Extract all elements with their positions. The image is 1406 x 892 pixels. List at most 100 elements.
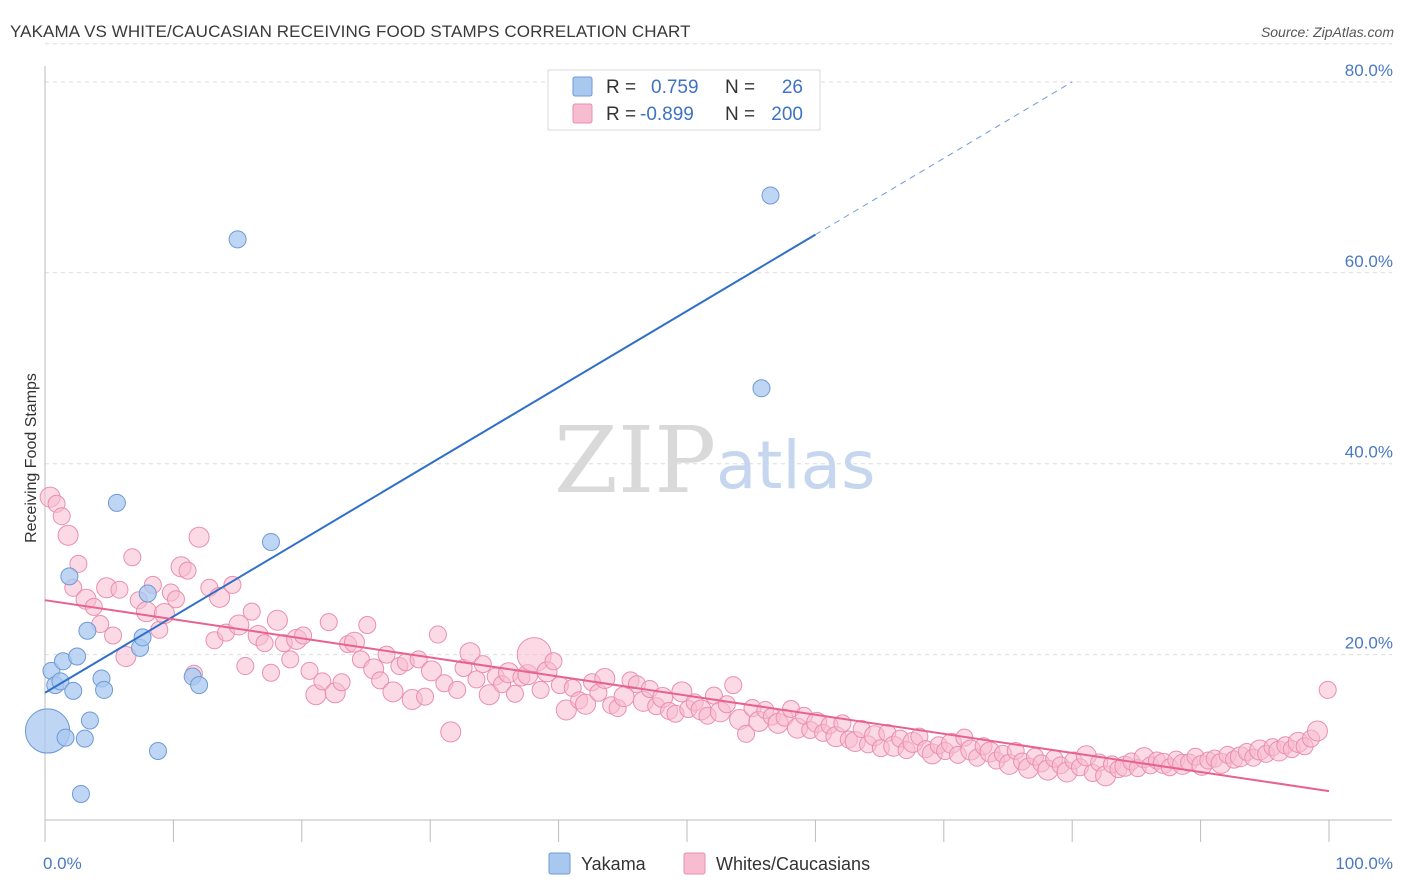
- whites-point-67: [467, 670, 486, 689]
- bottom-legend-label-whites: Whites/Caucasians: [716, 854, 870, 874]
- whites-point-5: [69, 554, 88, 573]
- yakama-point-18: [138, 584, 157, 603]
- legend-r-value-whites: -0.899: [640, 104, 694, 125]
- whites-point-36: [266, 609, 288, 631]
- whites-point-32: [242, 602, 261, 621]
- series-yakama-points: [24, 186, 780, 803]
- whites-point-77: [531, 680, 550, 699]
- yakama-point-7: [64, 681, 83, 700]
- yakama-point-15: [107, 493, 126, 512]
- whites-point-81: [555, 699, 577, 721]
- yakama-point-21: [190, 676, 209, 695]
- series-legend: Yakama Whites/Caucasians: [548, 852, 870, 875]
- yakama-point-11: [78, 621, 97, 640]
- whites-point-2: [52, 507, 71, 526]
- whites-point-99: [671, 681, 693, 703]
- watermark-zip: ZIP: [554, 407, 716, 514]
- y-tick-label-0: 20.0%: [1345, 634, 1393, 653]
- yakama-point-25: [761, 186, 780, 205]
- yakama-point-19: [148, 742, 167, 761]
- whites-point-107: [724, 676, 743, 695]
- whites-point-15: [135, 601, 157, 623]
- whites-point-31: [236, 657, 255, 676]
- legend-n-label-yakama: N =: [725, 77, 755, 98]
- yakama-trend-extension: [815, 81, 1073, 236]
- yakama-point-14: [95, 680, 114, 699]
- series-whites-points: [39, 486, 1337, 787]
- whites-point-60: [420, 660, 442, 682]
- whites-point-59: [416, 687, 435, 706]
- whites-point-52: [371, 671, 390, 690]
- whites-point-41: [300, 661, 319, 680]
- whites-point-22: [178, 561, 197, 580]
- whites-point-34: [255, 634, 274, 653]
- whites-point-3: [57, 524, 79, 546]
- stats-legend-box: [547, 69, 821, 131]
- legend-swatch-whites: [572, 103, 593, 124]
- yakama-point-24: [752, 379, 771, 398]
- grid-lines: [45, 43, 1392, 656]
- y-tick-label-2: 60.0%: [1345, 252, 1393, 271]
- whites-point-20: [166, 590, 185, 609]
- whites-point-54: [382, 681, 404, 703]
- whites-point-43: [313, 672, 332, 691]
- whites-point-44: [319, 613, 338, 632]
- legend-r-label-yakama: R =: [606, 77, 636, 98]
- whites-point-84: [575, 693, 597, 715]
- whites-point-63: [440, 721, 462, 743]
- axes: [44, 66, 1392, 842]
- whites-point-199: [1318, 680, 1337, 699]
- trend-lines: [44, 81, 1330, 793]
- yakama-point-12: [80, 711, 99, 730]
- tick-labels: 20.0% 40.0% 60.0% 80.0% 0.0% 100.0%: [43, 61, 1393, 873]
- watermark: ZIP atlas: [554, 407, 876, 514]
- whites-point-69: [478, 684, 500, 706]
- yakama-trend-line: [44, 233, 816, 694]
- yakama-point-6: [60, 567, 79, 586]
- yakama-point-22: [228, 230, 247, 249]
- legend-r-label-whites: R =: [606, 104, 636, 125]
- watermark-atlas: atlas: [716, 427, 876, 504]
- whites-point-46: [332, 673, 351, 692]
- whites-trend-line: [44, 599, 1330, 793]
- yakama-point-23: [261, 532, 280, 551]
- y-axis-label: Receiving Food Stamps: [23, 373, 40, 543]
- whites-point-61: [428, 625, 447, 644]
- legend-r-value-yakama: 0.759: [651, 77, 699, 98]
- x-tick-label-0: 0.0%: [43, 854, 82, 873]
- yakama-point-9: [71, 784, 90, 803]
- whites-point-109: [737, 724, 756, 743]
- legend-n-label-whites: N =: [725, 104, 755, 125]
- y-tick-label-3: 80.0%: [1345, 61, 1393, 80]
- whites-point-12: [115, 646, 137, 668]
- whites-point-24: [188, 526, 210, 548]
- chart-title: YAKAMA VS WHITE/CAUCASIAN RECEIVING FOOD…: [10, 22, 691, 41]
- whites-point-11: [110, 580, 129, 599]
- whites-point-38: [281, 650, 300, 669]
- stats-legend: R = 0.759 N = 26 R = -0.899 N = 200: [547, 69, 821, 131]
- whites-point-106: [717, 695, 736, 714]
- whites-point-73: [505, 684, 524, 703]
- whites-point-50: [358, 616, 377, 635]
- whites-point-40: [294, 626, 313, 645]
- y-tick-label-1: 40.0%: [1345, 443, 1393, 462]
- bottom-legend-label-yakama: Yakama: [581, 854, 647, 874]
- bottom-legend-swatch-whites: [683, 852, 706, 875]
- x-tick-label-1: 100.0%: [1335, 854, 1393, 873]
- whites-point-29: [223, 575, 242, 594]
- whites-point-198: [1306, 720, 1328, 742]
- whites-point-10: [104, 626, 123, 645]
- bottom-legend-swatch-yakama: [548, 852, 571, 875]
- yakama-point-10: [75, 729, 94, 748]
- whites-point-48: [343, 631, 365, 653]
- whites-point-13: [123, 548, 142, 567]
- source-label: Source: ZipAtlas.com: [1260, 24, 1394, 40]
- yakama-point-8: [68, 647, 87, 666]
- legend-n-value-whites: 200: [771, 104, 803, 125]
- whites-point-79: [544, 652, 563, 671]
- legend-n-value-yakama: 26: [782, 77, 803, 98]
- yakama-point-5: [56, 728, 75, 747]
- whites-point-35: [261, 663, 280, 682]
- whites-point-64: [448, 680, 467, 699]
